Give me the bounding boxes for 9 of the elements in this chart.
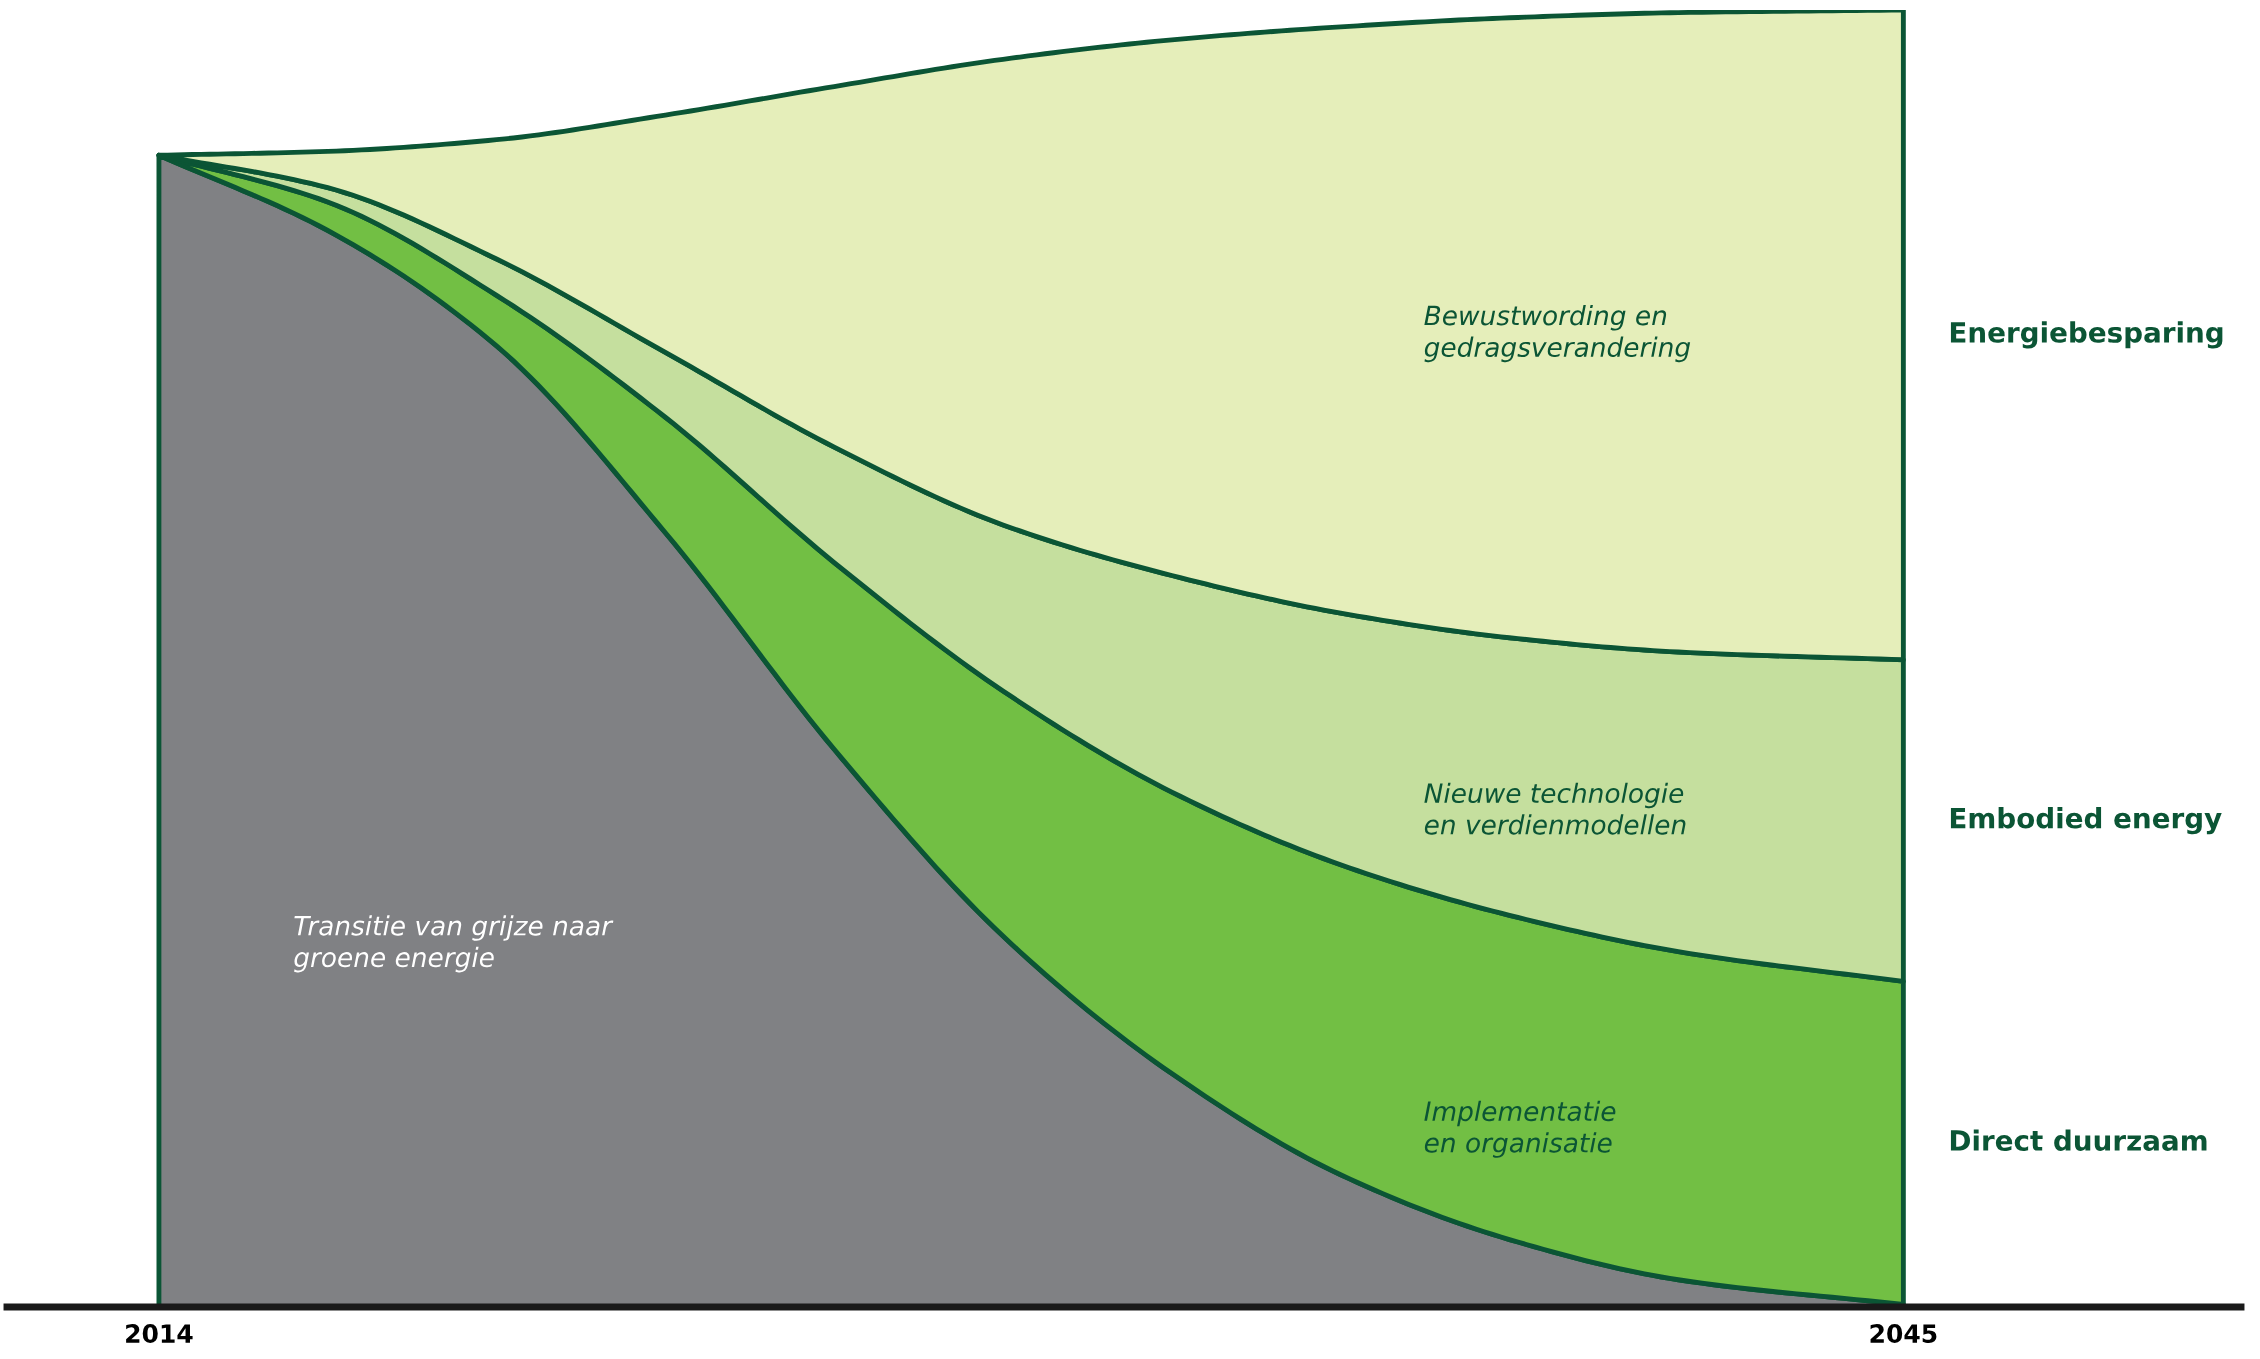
series-label: Bewustwording en gedragsverandering xyxy=(1424,305,1691,363)
series-label: Nieuwe technologie en verdienmodellen xyxy=(1424,782,1686,835)
series-label: Transitie van grijze naar groene energie xyxy=(294,915,614,973)
series-label: Implementatie en organisatie xyxy=(1424,1100,1616,1158)
x-tick-label: 2014 xyxy=(126,1324,193,1344)
annotation: Embodied energy xyxy=(1950,807,2222,835)
x-tick-label: 2045 xyxy=(1870,1324,1937,1344)
annotation: Energiebesparing xyxy=(1950,321,2223,349)
annotation: Direct duurzaam xyxy=(1950,1129,2207,1151)
